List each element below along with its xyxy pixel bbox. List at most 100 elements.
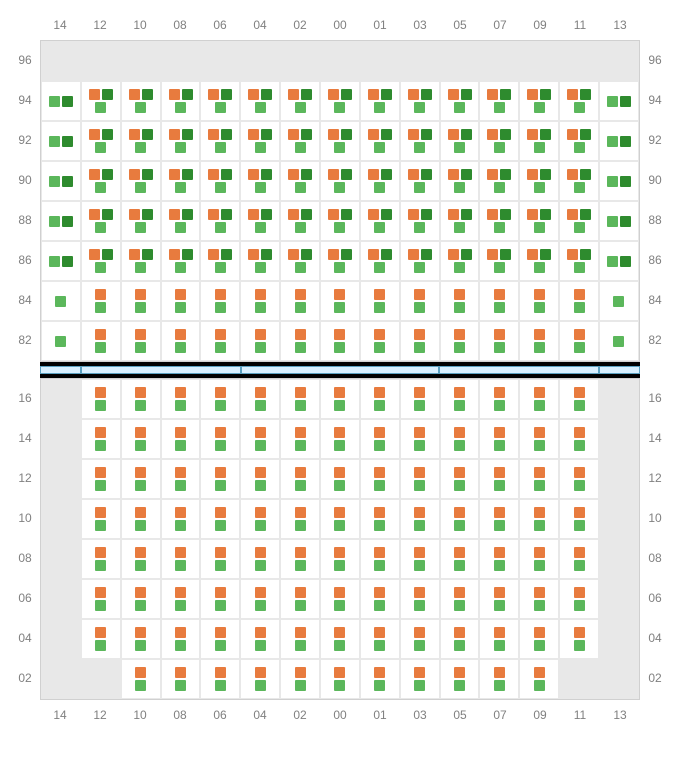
cell[interactable] [41, 81, 81, 121]
cell[interactable] [440, 121, 480, 161]
cell[interactable] [559, 379, 599, 419]
cell[interactable] [400, 321, 440, 361]
cell[interactable] [519, 281, 559, 321]
cell[interactable] [360, 419, 400, 459]
cell[interactable] [200, 379, 240, 419]
cell[interactable] [121, 419, 161, 459]
cell[interactable] [200, 539, 240, 579]
cell[interactable] [440, 579, 480, 619]
cell[interactable] [360, 241, 400, 281]
cell[interactable] [400, 659, 440, 699]
cell[interactable] [240, 241, 280, 281]
cell[interactable] [360, 121, 400, 161]
cell[interactable] [440, 81, 480, 121]
cell[interactable] [360, 539, 400, 579]
cell[interactable] [320, 161, 360, 201]
cell[interactable] [81, 499, 121, 539]
cell[interactable] [400, 419, 440, 459]
cell[interactable] [320, 321, 360, 361]
cell[interactable] [519, 619, 559, 659]
cell[interactable] [280, 241, 320, 281]
cell[interactable] [200, 419, 240, 459]
cell[interactable] [81, 579, 121, 619]
cell[interactable] [81, 201, 121, 241]
cell[interactable] [479, 121, 519, 161]
cell[interactable] [440, 659, 480, 699]
cell[interactable] [479, 539, 519, 579]
cell[interactable] [81, 241, 121, 281]
cell[interactable] [400, 241, 440, 281]
cell[interactable] [360, 459, 400, 499]
cell[interactable] [121, 459, 161, 499]
cell[interactable] [81, 321, 121, 361]
cell[interactable] [41, 121, 81, 161]
cell[interactable] [280, 321, 320, 361]
cell[interactable] [280, 419, 320, 459]
cell[interactable] [519, 579, 559, 619]
cell[interactable] [479, 201, 519, 241]
cell[interactable] [320, 499, 360, 539]
cell[interactable] [440, 201, 480, 241]
cell[interactable] [280, 499, 320, 539]
cell[interactable] [440, 241, 480, 281]
cell[interactable] [519, 81, 559, 121]
cell[interactable] [161, 579, 201, 619]
cell[interactable] [519, 379, 559, 419]
cell[interactable] [320, 419, 360, 459]
cell[interactable] [200, 321, 240, 361]
cell[interactable] [240, 659, 280, 699]
cell[interactable] [240, 81, 280, 121]
cell[interactable] [280, 201, 320, 241]
cell[interactable] [200, 241, 240, 281]
cell[interactable] [81, 379, 121, 419]
cell[interactable] [360, 619, 400, 659]
cell[interactable] [81, 539, 121, 579]
cell[interactable] [121, 161, 161, 201]
cell[interactable] [559, 459, 599, 499]
cell[interactable] [559, 539, 599, 579]
cell[interactable] [559, 419, 599, 459]
cell[interactable] [240, 161, 280, 201]
cell[interactable] [400, 619, 440, 659]
cell[interactable] [599, 121, 639, 161]
cell[interactable] [41, 161, 81, 201]
cell[interactable] [440, 379, 480, 419]
cell[interactable] [121, 281, 161, 321]
cell[interactable] [400, 459, 440, 499]
cell[interactable] [440, 619, 480, 659]
cell[interactable] [200, 499, 240, 539]
cell[interactable] [479, 281, 519, 321]
cell[interactable] [121, 659, 161, 699]
cell[interactable] [400, 281, 440, 321]
cell[interactable] [479, 379, 519, 419]
cell[interactable] [240, 201, 280, 241]
cell[interactable] [559, 579, 599, 619]
cell[interactable] [400, 579, 440, 619]
cell[interactable] [400, 201, 440, 241]
cell[interactable] [599, 201, 639, 241]
cell[interactable] [280, 281, 320, 321]
cell[interactable] [360, 81, 400, 121]
cell[interactable] [400, 121, 440, 161]
cell[interactable] [479, 499, 519, 539]
cell[interactable] [161, 321, 201, 361]
cell[interactable] [599, 321, 639, 361]
cell[interactable] [400, 499, 440, 539]
cell[interactable] [121, 539, 161, 579]
cell[interactable] [320, 201, 360, 241]
cell[interactable] [240, 419, 280, 459]
cell[interactable] [320, 659, 360, 699]
cell[interactable] [121, 499, 161, 539]
cell[interactable] [81, 459, 121, 499]
cell[interactable] [161, 161, 201, 201]
cell[interactable] [200, 161, 240, 201]
cell[interactable] [161, 81, 201, 121]
cell[interactable] [280, 121, 320, 161]
cell[interactable] [519, 241, 559, 281]
cell[interactable] [280, 379, 320, 419]
cell[interactable] [81, 419, 121, 459]
cell[interactable] [479, 659, 519, 699]
cell[interactable] [280, 659, 320, 699]
cell[interactable] [440, 459, 480, 499]
cell[interactable] [81, 281, 121, 321]
